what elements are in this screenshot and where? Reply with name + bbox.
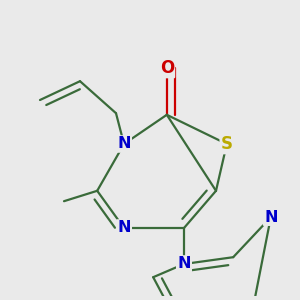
Text: S: S: [221, 135, 233, 153]
Text: N: N: [264, 210, 278, 225]
Text: O: O: [160, 59, 174, 77]
Text: N: N: [117, 220, 131, 236]
Text: N: N: [177, 256, 191, 272]
Text: N: N: [117, 136, 131, 152]
